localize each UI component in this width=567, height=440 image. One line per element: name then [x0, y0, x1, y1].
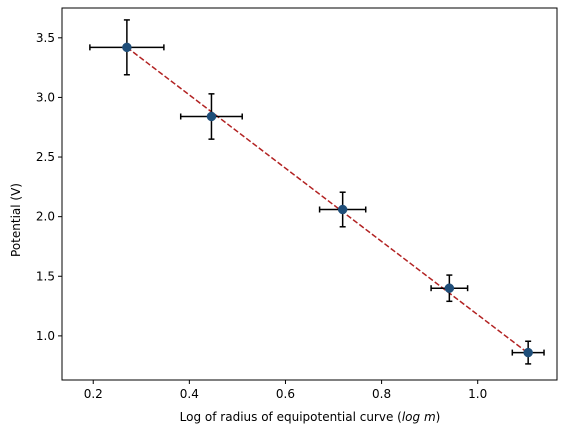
y-axis-label: Potential (V) [9, 183, 23, 257]
x-tick-label: 0.2 [84, 387, 103, 401]
x-axis-label: Log of radius of equipotential curve (lo… [180, 410, 441, 424]
data-point-1 [122, 42, 132, 53]
y-tick-label: 3.0 [36, 90, 55, 104]
y-tick-label: 3.5 [36, 31, 55, 45]
x-tick-label: 0.4 [180, 387, 199, 401]
y-tick-label: 1.5 [36, 269, 55, 283]
x-tick-label: 1.0 [468, 387, 487, 401]
y-tick-label: 2.5 [36, 150, 55, 164]
y-tick-label: 1.0 [36, 329, 55, 343]
data-point-3 [337, 204, 348, 215]
data-point-2 [206, 111, 217, 122]
data-point-5 [523, 347, 533, 358]
x-tick-label: 0.8 [372, 387, 391, 401]
plot-area [89, 19, 545, 365]
axes-frame [61, 7, 558, 381]
axes: 0.2 0.4 0.6 0.8 1.0 1.0 1.5 2.0 2.5 3.0 3.5 [36, 7, 558, 401]
y-tick-label: 2.0 [36, 210, 55, 224]
fit-line [126, 46, 529, 354]
data-point-4 [444, 283, 455, 293]
x-tick-label: 0.6 [276, 387, 295, 401]
